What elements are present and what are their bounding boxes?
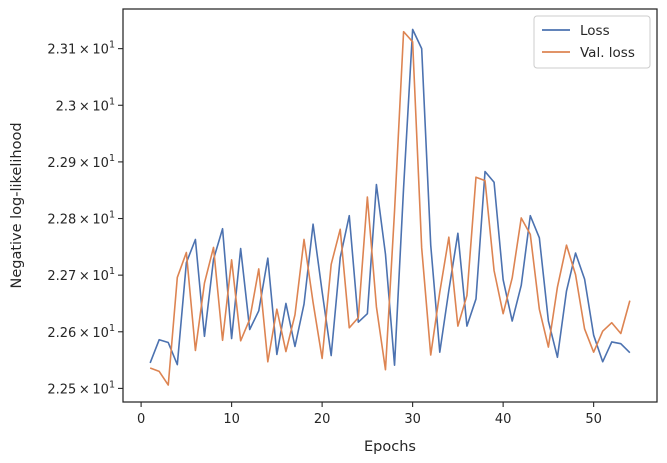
x-tick-label: 50 <box>585 412 602 427</box>
legend-label-1: Loss <box>580 23 610 39</box>
x-tick-label: 0 <box>137 412 145 427</box>
y-tick-label-base: 2.27 × 10 <box>47 269 109 284</box>
y-tick-label: 2.31 × 101 <box>47 40 115 58</box>
legend: Loss Val. loss <box>533 15 651 69</box>
x-tick-label: 20 <box>314 412 331 427</box>
y-tick-label-base: 2.28 × 10 <box>47 213 109 228</box>
y-tick-label-base: 2.25 × 10 <box>47 382 109 397</box>
series-line-2 <box>149 30 631 386</box>
y-tick-label: 2.3 × 101 <box>56 96 115 114</box>
y-tick-label: 2.27 × 101 <box>47 266 115 284</box>
y-tick-label: 2.25 × 101 <box>47 379 115 397</box>
y-tick-label-base: 2.3 × 10 <box>56 99 109 114</box>
y-tick-label-exponent: 1 <box>109 210 115 221</box>
x-tick-label: 30 <box>404 412 421 427</box>
x-axis-label: Epochs <box>364 439 416 455</box>
y-tick-label-exponent: 1 <box>109 96 115 107</box>
legend-label-2: Val. loss <box>580 45 635 61</box>
legend-box <box>533 15 651 69</box>
y-tick-label-exponent: 1 <box>109 379 115 390</box>
x-tick-label: 40 <box>495 412 512 427</box>
y-tick-label: 2.29 × 101 <box>47 153 115 171</box>
y-tick-label: 2.26 × 101 <box>47 323 115 341</box>
series-lines <box>149 28 631 386</box>
y-tick-label-base: 2.31 × 10 <box>47 43 109 58</box>
x-axis: 0 10 20 30 40 50 <box>137 402 602 427</box>
plot-frame <box>122 8 658 403</box>
y-tick-label-exponent: 1 <box>109 323 115 334</box>
x-tick-label: 10 <box>223 412 240 427</box>
y-tick-label-base: 2.26 × 10 <box>47 326 109 341</box>
y-axis-label: Negative log-likelihood <box>9 122 25 288</box>
y-tick-label-base: 2.29 × 10 <box>47 156 109 171</box>
series-line-1 <box>149 28 631 366</box>
y-tick-label-exponent: 1 <box>109 40 115 51</box>
y-tick-label-exponent: 1 <box>109 153 115 164</box>
y-tick-label-exponent: 1 <box>109 266 115 277</box>
y-tick-label: 2.28 × 101 <box>47 210 115 228</box>
